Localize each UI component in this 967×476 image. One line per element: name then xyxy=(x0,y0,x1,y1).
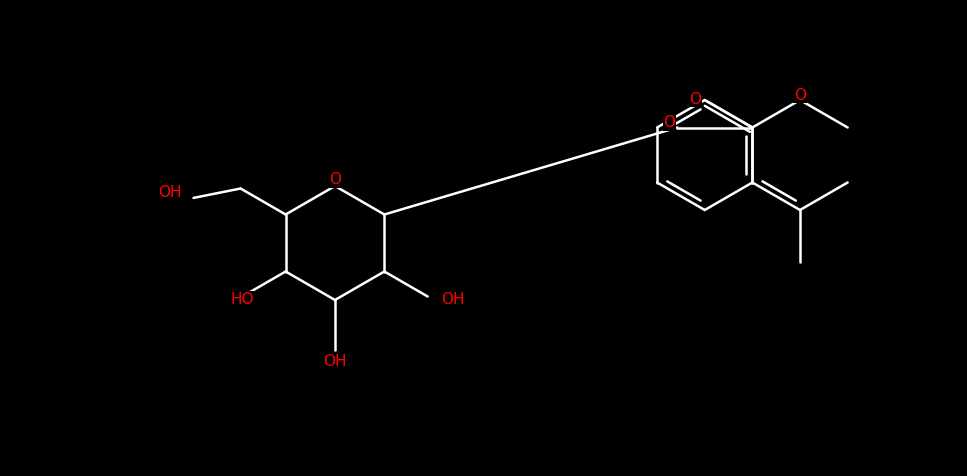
Text: O: O xyxy=(329,172,341,188)
Text: O: O xyxy=(663,115,675,130)
Text: HO: HO xyxy=(231,291,254,307)
Text: OH: OH xyxy=(442,291,465,307)
Text: O: O xyxy=(794,88,806,102)
Text: OH: OH xyxy=(323,355,347,369)
Text: O: O xyxy=(689,91,701,107)
Text: OH: OH xyxy=(158,186,182,200)
